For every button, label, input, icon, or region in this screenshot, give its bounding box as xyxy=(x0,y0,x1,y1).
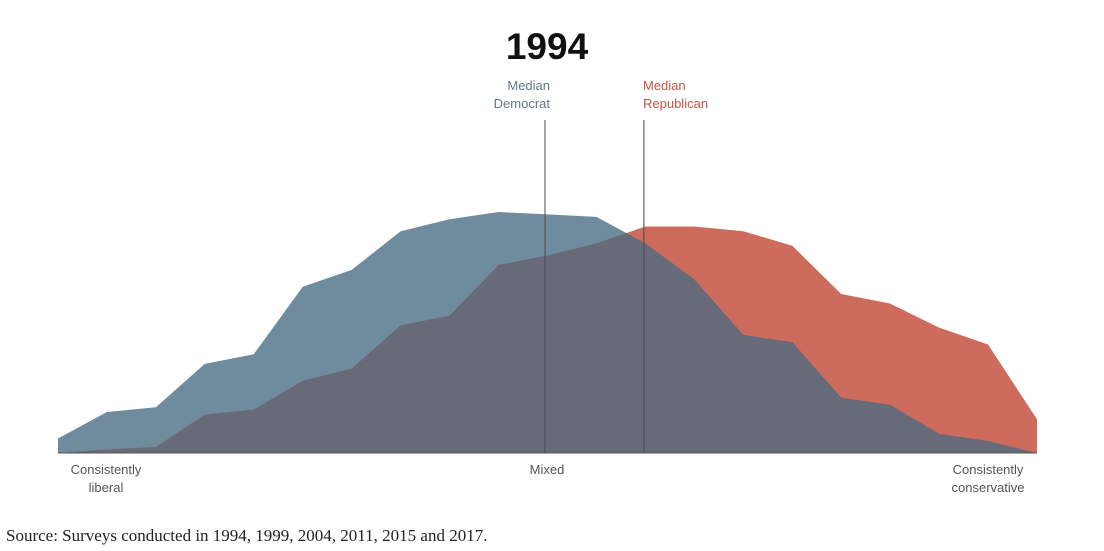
median-republican-label-line2: Republican xyxy=(643,96,709,111)
x-axis-label-mid: Mixed xyxy=(529,462,565,477)
median-democrat-label-line1: Median xyxy=(507,78,550,93)
overlap-distribution-area xyxy=(58,233,1037,453)
median-republican-label-line1: Median xyxy=(643,78,686,93)
source-note: Source: Surveys conducted in 1994, 1999,… xyxy=(6,526,488,545)
x-axis-label-right: Consistently conservative xyxy=(928,461,1048,497)
x-axis-label-right-line2: conservative xyxy=(951,480,1025,495)
x-axis-label-right-line1: Consistently xyxy=(952,462,1024,477)
x-axis-label-left-line2: liberal xyxy=(88,480,124,495)
x-axis-label-left: Consistently liberal xyxy=(56,461,156,497)
median-democrat-label-line2: Democrat xyxy=(493,96,550,111)
x-axis-label-left-line1: Consistently xyxy=(70,462,142,477)
chart-title: 1994 xyxy=(505,26,589,67)
median-democrat-label: Median Democrat xyxy=(494,77,550,113)
median-republican-label: Median Republican xyxy=(643,77,708,113)
